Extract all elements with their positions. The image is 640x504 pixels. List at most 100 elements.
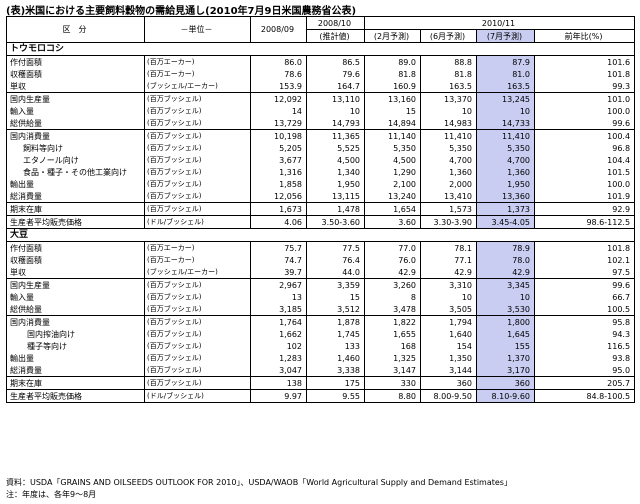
cell-value: 79.6 [306,68,365,80]
row-unit: (ドル/ブッシェル) [144,215,251,229]
cell-value: 155 [476,340,535,352]
cell-value: 154 [420,340,477,352]
cell-value: 3,338 [306,364,365,377]
cell-value: 95.0 [533,364,636,377]
cell-value: 3,345 [476,278,535,291]
cell-value: 99.6 [533,117,636,130]
cell-value: 88.8 [420,55,477,68]
cell-value: 3,530 [476,303,535,316]
cell-value: 1,645 [476,328,535,340]
cell-value: 13,115 [306,190,365,203]
cell-value: 97.5 [533,266,636,279]
table-row: エタノール向け (百万ブッシェル) 3,677 4,500 4,500 4,700 4,70… [6,154,636,166]
cell-value: 1,460 [306,352,365,364]
cell-value: 1,640 [420,328,477,340]
cell-value: 3,505 [420,303,477,316]
row-label: 作付面積 [6,241,145,254]
cell-value: 10,198 [250,129,307,142]
cell-value: 81.0 [476,68,535,80]
row-label: 国内搾油向け [6,328,145,340]
cell-value: 1,573 [420,202,477,216]
row-unit: (百万ブッシェル) [144,166,251,178]
row-label: 収穫面積 [6,68,145,80]
row-unit: (百万エーカー) [144,55,251,68]
cell-value: 3,170 [476,364,535,377]
cell-value: 3,260 [364,278,421,291]
cell-value: 2,100 [364,178,421,190]
cell-value: 4.06 [250,215,307,229]
cell-value: 39.7 [250,266,307,279]
cell-value: 100.5 [533,303,636,316]
cell-value: 78.6 [250,68,307,80]
table-row: 期末在庫 (百万ブッシェル) 138 175 330 360 360 205.7 [6,376,636,390]
cell-value: 14,983 [420,117,477,130]
header-2009-sub: (推計値) [306,29,365,43]
cell-value: 3,047 [250,364,307,377]
row-unit: (百万ブッシェル) [144,142,251,154]
cell-value: 1,290 [364,166,421,178]
row-label: 国内消費量 [6,315,145,328]
cell-value: 10 [420,291,477,303]
cell-value: 102 [250,340,307,352]
row-unit: (ブッシェル/エーカー) [144,80,251,93]
cell-value: 116.5 [533,340,636,352]
row-label: 食品・種子・その他工業向け [6,166,145,178]
cell-value: 10 [420,105,477,117]
cell-value: 15 [364,105,421,117]
header-feb-forecast: (2月予測) [364,29,421,43]
cell-value: 101.9 [533,190,636,203]
cell-value: 42.9 [476,266,535,279]
cell-value: 1,878 [306,315,365,328]
cell-value: 14,733 [476,117,535,130]
row-unit: (百万ブッシェル) [144,315,251,328]
cell-value: 4,500 [364,154,421,166]
supply-demand-table: 区 分 －単位－ 2008/09 2008/10 2010/11 (推計値) (… [5,16,636,403]
cell-value: 10 [476,291,535,303]
header-jul-forecast: (7月予測) [476,29,535,43]
cell-value: 100.0 [533,105,636,117]
row-label: 飼料等向け [6,142,145,154]
table-row: 輸出量 (百万ブッシェル) 1,283 1,460 1,325 1,350 1,370 93.… [6,352,636,364]
cell-value: 13 [250,291,307,303]
header-2009: 2008/10 [306,16,365,30]
header-yoy: 前年比(%) [533,29,636,43]
row-unit: (百万ブッシェル) [144,291,251,303]
cell-value: 1,655 [364,328,421,340]
cell-value: 5,205 [250,142,307,154]
cell-value: 1,316 [250,166,307,178]
row-unit: (百万ブッシェル) [144,202,251,216]
row-label: 輸出量 [6,178,145,190]
row-unit: (百万ブッシェル) [144,376,251,390]
table-row: 期末在庫 (百万ブッシェル) 1,673 1,478 1,654 1,573 1,373 92… [6,202,636,216]
cell-value: 3,359 [306,278,365,291]
cell-value: 76.4 [306,254,365,266]
source-note: 資料：USDA「GRAINS AND OILSEEDS OUTLOOK FOR … [6,478,512,487]
cell-value: 3,144 [420,364,477,377]
row-unit: (百万エーカー) [144,68,251,80]
table-row: 生産者平均販売価格 (ドル/ブッシェル) 9.97 9.55 8.80 8.00-9.50… [6,389,636,403]
cell-value: 13,110 [306,92,365,105]
row-label: 国内生産量 [6,92,145,105]
cell-value: 2,967 [250,278,307,291]
row-label: 輸入量 [6,291,145,303]
row-unit: (ブッシェル/エーカー) [144,266,251,279]
table-row: 飼料等向け (百万ブッシェル) 5,205 5,525 5,350 5,350 5,350 9… [6,142,636,154]
cell-value: 42.9 [364,266,421,279]
cell-value: 163.5 [420,80,477,93]
cell-value: 175 [306,376,365,390]
cell-value: 12,056 [250,190,307,203]
cell-value: 75.7 [250,241,307,254]
row-label: 収穫面積 [6,254,145,266]
cell-value: 92.9 [533,202,636,216]
cell-value: 8 [364,291,421,303]
cell-value: 13,729 [250,117,307,130]
cell-value: 101.8 [533,68,636,80]
cell-value: 1,950 [306,178,365,190]
cell-value: 5,350 [364,142,421,154]
table-row: 生産者平均販売価格 (ドル/ブッシェル) 4.06 3.50-3.60 3.60 3.30… [6,215,636,229]
row-unit: (百万エーカー) [144,254,251,266]
cell-value: 1,950 [476,178,535,190]
cell-value: 9.97 [250,389,307,403]
cell-value: 14 [250,105,307,117]
row-label: 期末在庫 [6,376,145,390]
